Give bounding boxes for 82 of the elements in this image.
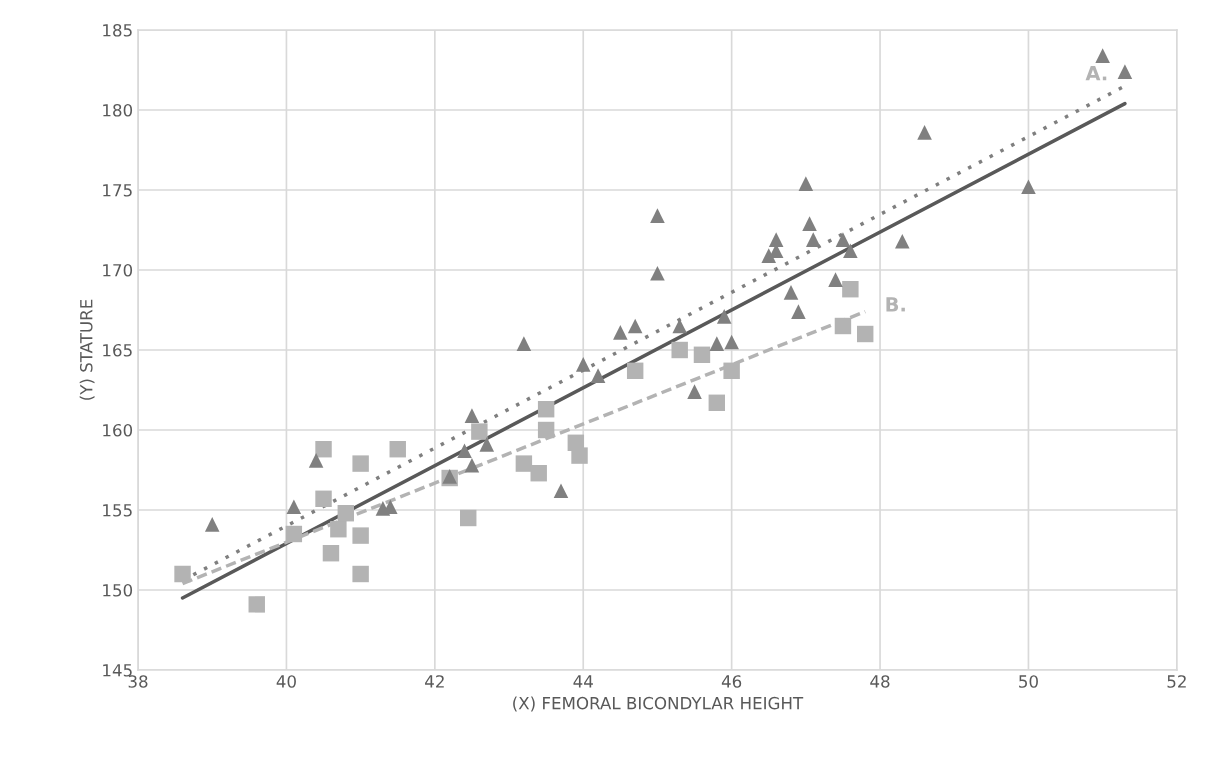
y-tick-label: 180 [103,103,133,117]
point [834,317,852,335]
x-tick-label: 50 [1019,675,1038,688]
x-tick-label: 48 [870,675,890,688]
point [917,125,932,140]
x-tick-label: 44 [573,675,593,688]
point [337,504,355,522]
y-tick-label: 175 [103,184,132,197]
point [761,248,777,263]
point [835,232,851,247]
x-tick-label: 42 [425,675,444,688]
point [575,357,591,372]
point [723,362,740,380]
point [389,440,406,458]
y-axis-title: (Y) STATURE [79,299,95,400]
point [716,309,732,324]
point [315,440,332,458]
point [571,447,588,464]
x-tick-label: 38 [128,675,148,688]
y-tick-label: 150 [103,583,133,597]
point [530,464,547,482]
x-tick-label: 52 [1167,675,1186,688]
point [285,525,303,543]
point [724,334,739,350]
point [828,272,843,287]
x-tick-label: 40 [276,675,296,688]
point [1021,179,1036,195]
point [471,423,488,440]
point [1117,64,1133,79]
point [457,443,472,459]
y-tick-label: 170 [103,263,133,277]
point [537,400,555,418]
point [308,453,324,468]
point [515,455,533,472]
point [805,232,821,247]
point [204,517,220,532]
point [553,483,569,499]
point [460,509,477,527]
y-tick-label: 185 [103,23,132,37]
point [768,232,784,247]
point [791,304,806,319]
point [286,499,302,515]
x-axis-title: (X) FEMORAL BICONDYLAR HEIGHT [513,696,804,712]
point [708,394,726,412]
point [315,490,332,508]
point [1095,48,1110,63]
point [590,368,606,383]
point [650,208,665,223]
point [626,362,644,380]
y-tick-label: 160 [103,423,133,437]
point [516,336,532,351]
point [464,457,480,473]
point [479,437,495,452]
point [802,216,817,231]
point [895,233,910,249]
point [627,318,643,334]
point [693,346,711,364]
point [650,265,665,281]
point [687,384,702,399]
x-tick-label: 46 [721,675,742,688]
point [856,325,874,343]
point [783,285,799,300]
point [322,544,340,562]
point [352,455,369,472]
point [464,408,480,423]
point [248,596,265,613]
y-tick-label: 155 [103,504,132,517]
point [842,280,859,298]
point [352,527,369,544]
point [330,520,347,538]
point [352,565,369,583]
annotation: B. [886,297,905,312]
point [709,336,725,351]
y-tick-label: 145 [103,664,132,677]
point [843,243,858,259]
point [174,565,191,583]
annotation: A. [1085,66,1107,81]
y-tick-label: 165 [103,343,132,357]
point [798,176,814,191]
point [537,421,555,439]
point [613,325,628,340]
point [671,341,688,359]
